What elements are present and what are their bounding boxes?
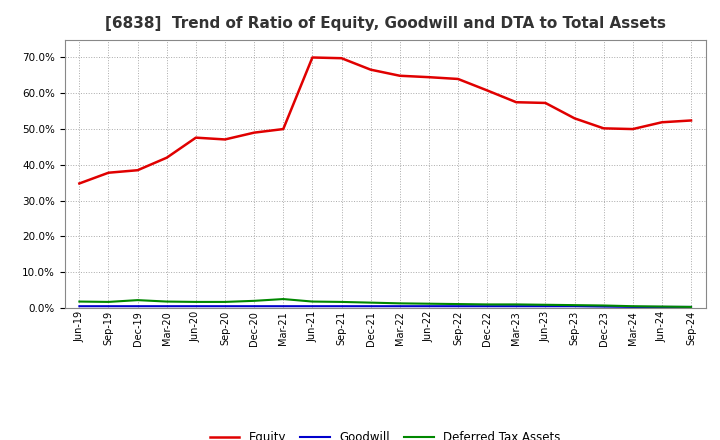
Deferred Tax Assets	[483, 302, 492, 307]
Deferred Tax Assets	[104, 299, 113, 304]
Title: [6838]  Trend of Ratio of Equity, Goodwill and DTA to Total Assets: [6838] Trend of Ratio of Equity, Goodwil…	[104, 16, 666, 32]
Deferred Tax Assets	[133, 297, 142, 303]
Goodwill	[163, 304, 171, 309]
Goodwill	[366, 304, 375, 309]
Goodwill	[395, 304, 404, 309]
Goodwill	[133, 304, 142, 309]
Deferred Tax Assets	[250, 298, 258, 304]
Equity	[279, 126, 287, 132]
Equity	[687, 118, 696, 123]
Goodwill	[687, 304, 696, 310]
Goodwill	[570, 304, 579, 309]
Equity	[512, 99, 521, 105]
Goodwill	[657, 304, 666, 310]
Goodwill	[104, 304, 113, 309]
Equity	[454, 76, 462, 81]
Line: Equity: Equity	[79, 58, 691, 183]
Equity	[483, 88, 492, 93]
Equity	[308, 55, 317, 60]
Equity	[657, 120, 666, 125]
Deferred Tax Assets	[163, 299, 171, 304]
Deferred Tax Assets	[366, 300, 375, 305]
Goodwill	[192, 304, 200, 309]
Equity	[163, 155, 171, 160]
Deferred Tax Assets	[541, 302, 550, 308]
Deferred Tax Assets	[279, 297, 287, 302]
Deferred Tax Assets	[657, 304, 666, 309]
Equity	[104, 170, 113, 176]
Goodwill	[483, 304, 492, 309]
Deferred Tax Assets	[570, 302, 579, 308]
Equity	[133, 168, 142, 173]
Goodwill	[599, 304, 608, 309]
Equity	[570, 116, 579, 121]
Deferred Tax Assets	[687, 304, 696, 310]
Equity	[192, 135, 200, 140]
Equity	[250, 130, 258, 135]
Legend: Equity, Goodwill, Deferred Tax Assets: Equity, Goodwill, Deferred Tax Assets	[205, 427, 565, 440]
Equity	[337, 55, 346, 61]
Goodwill	[308, 304, 317, 309]
Deferred Tax Assets	[454, 301, 462, 307]
Deferred Tax Assets	[192, 299, 200, 304]
Deferred Tax Assets	[337, 299, 346, 304]
Equity	[541, 100, 550, 106]
Deferred Tax Assets	[75, 299, 84, 304]
Line: Goodwill: Goodwill	[79, 306, 691, 307]
Goodwill	[454, 304, 462, 309]
Goodwill	[250, 304, 258, 309]
Equity	[366, 67, 375, 72]
Deferred Tax Assets	[220, 299, 229, 304]
Goodwill	[75, 304, 84, 309]
Deferred Tax Assets	[395, 301, 404, 306]
Equity	[75, 181, 84, 186]
Goodwill	[512, 304, 521, 309]
Deferred Tax Assets	[599, 303, 608, 308]
Goodwill	[220, 304, 229, 309]
Equity	[220, 137, 229, 142]
Equity	[629, 126, 637, 132]
Goodwill	[629, 304, 637, 310]
Deferred Tax Assets	[425, 301, 433, 306]
Goodwill	[279, 304, 287, 309]
Goodwill	[337, 304, 346, 309]
Goodwill	[541, 304, 550, 309]
Equity	[599, 126, 608, 131]
Equity	[425, 74, 433, 80]
Deferred Tax Assets	[512, 302, 521, 307]
Deferred Tax Assets	[629, 304, 637, 309]
Goodwill	[425, 304, 433, 309]
Deferred Tax Assets	[308, 299, 317, 304]
Line: Deferred Tax Assets: Deferred Tax Assets	[79, 299, 691, 307]
Equity	[395, 73, 404, 78]
